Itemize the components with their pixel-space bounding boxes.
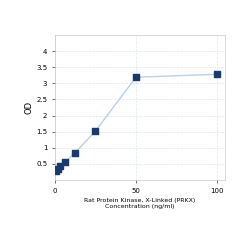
Point [94, 129, 98, 133]
Point [63, 160, 67, 164]
Point [54, 169, 58, 173]
Point [58, 164, 62, 168]
Y-axis label: OD: OD [24, 101, 34, 114]
Point [134, 75, 138, 79]
Point [215, 72, 219, 76]
Point [56, 167, 60, 171]
X-axis label: Rat Protein Kinase, X-Linked (PRKX)
Concentration (ng/ml): Rat Protein Kinase, X-Linked (PRKX) Conc… [84, 198, 196, 208]
Point [73, 150, 77, 154]
